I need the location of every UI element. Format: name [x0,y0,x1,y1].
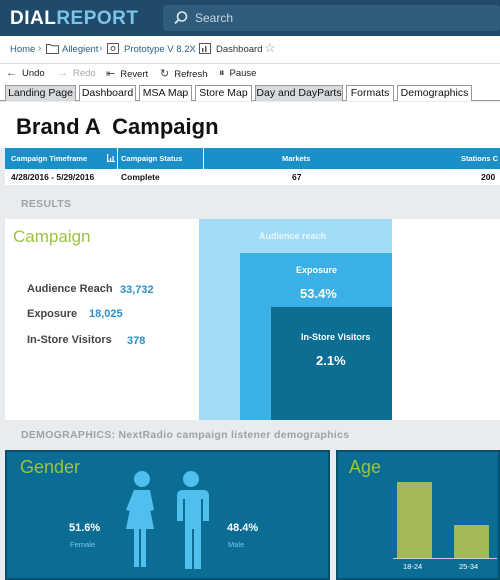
search-input[interactable]: Search [195,11,234,25]
age-panel: Age 18-24 25-34 [336,450,500,580]
in-store-visitors-box: In-Store Visitors 2.1% [271,307,392,420]
tab-msa-map[interactable]: MSA Map [139,85,192,101]
page-title: Brand A Campaign [16,114,219,139]
pause-button[interactable]: ⏸ Pause [219,67,257,79]
breadcrumb-project[interactable]: Prototype V 8.2X [124,44,196,55]
breadcrumb: Home › Allegient › Prototype V 8.2X › Da… [0,36,500,64]
visitors-label: In-Store Visitors [301,332,371,342]
male-icon [177,471,209,569]
column-header-timeframe[interactable]: Campaign Timeframe [11,154,88,163]
toolbar: ← Undo → Redo ⇤ Revert ↻ Refresh ⏸ Pause [0,64,500,84]
refresh-icon: ↻ [160,68,170,80]
tab-landing-page[interactable]: Landing Page [5,85,76,101]
tab-day-and-dayparts[interactable]: Day and DayParts [255,85,343,101]
age-bar-18-24 [397,482,432,558]
metric-value-visitors: 378 [127,335,146,347]
revert-button[interactable]: ⇤ Revert [106,68,149,80]
age-axis [393,558,497,559]
female-icon [126,471,154,567]
folder-icon [46,44,59,54]
metric-value-reach: 33,732 [120,284,154,296]
age-bar-25-34 [454,525,489,558]
column-header-status[interactable]: Campaign Status [121,154,183,163]
gender-panel: Gender 51.6% Female 48.4% Male [5,450,330,580]
chevron-right-icon: › [99,43,103,54]
search-icon [174,11,188,25]
breadcrumb-current: Dashboard [216,44,263,55]
metric-label-reach: Audience Reach [27,283,113,295]
column-header-markets[interactable]: Markets [282,154,311,163]
timeframe-value: 4/28/2016 - 5/29/2016 [11,172,95,182]
results-heading: RESULTS [21,198,72,210]
dashboard-icon [199,43,211,54]
sort-icon[interactable] [106,153,116,163]
markets-value: 67 [292,172,302,182]
exposure-pct: 53.4% [300,286,337,301]
metric-label-visitors: In-Store Visitors [27,334,112,346]
star-icon[interactable]: ☆ [264,40,276,55]
chevron-right-icon: › [38,43,42,54]
project-icon [107,43,119,54]
campaign-heading: Campaign [13,227,91,246]
tab-dashboard[interactable]: Dashboard [79,85,136,101]
audience-reach-label: Audience reach [259,231,327,241]
tab-formats[interactable]: Formats [346,85,394,101]
male-pct: 48.4% [227,522,259,534]
demographics-heading: DEMOGRAPHICS: NextRadio campaign listene… [21,429,350,441]
gender-title: Gender [20,457,81,477]
breadcrumb-client[interactable]: Allegient [62,44,99,55]
refresh-button[interactable]: ↻ Refresh [160,68,208,80]
female-pct: 51.6% [69,522,101,534]
app-logo[interactable]: DIALREPORT [10,8,139,29]
undo-icon: ← [6,67,17,79]
redo-icon: → [57,67,68,79]
status-value: Complete [121,172,160,182]
column-header-stations[interactable]: Stations C [461,154,499,163]
tab-bar: Landing Page Dashboard MSA Map Store Map… [0,84,500,101]
top-bar: DIALREPORT Search [0,0,500,36]
stations-value: 200 [481,172,496,182]
age-label-25-34: 25-34 [459,562,479,571]
visitors-pct: 2.1% [316,353,346,368]
breadcrumb-home[interactable]: Home [10,44,36,55]
column-divider [117,148,118,169]
pause-icon: ⏸ [219,67,225,79]
male-label: Male [228,540,245,549]
undo-button[interactable]: ← Undo [6,67,45,79]
chevron-right-icon: › [190,43,194,54]
female-label: Female [70,540,96,549]
title-bar: Brand A Campaign [0,102,500,148]
table-row: 4/28/2016 - 5/29/2016 Complete 67 200 [5,169,500,185]
tab-demographics[interactable]: Demographics [397,85,472,101]
revert-icon: ⇤ [106,68,116,80]
search-box[interactable]: Search [163,5,500,31]
age-title: Age [349,457,382,477]
metric-value-exposure: 18,025 [89,308,123,320]
metric-label-exposure: Exposure [27,308,78,320]
exposure-label: Exposure [296,265,338,275]
age-label-18-24: 18-24 [403,562,423,571]
column-divider [203,148,204,169]
redo-button[interactable]: → Redo [57,67,96,79]
tab-store-map[interactable]: Store Map [195,85,252,101]
summary-table-header: Campaign Timeframe Campaign Status Marke… [5,148,500,169]
